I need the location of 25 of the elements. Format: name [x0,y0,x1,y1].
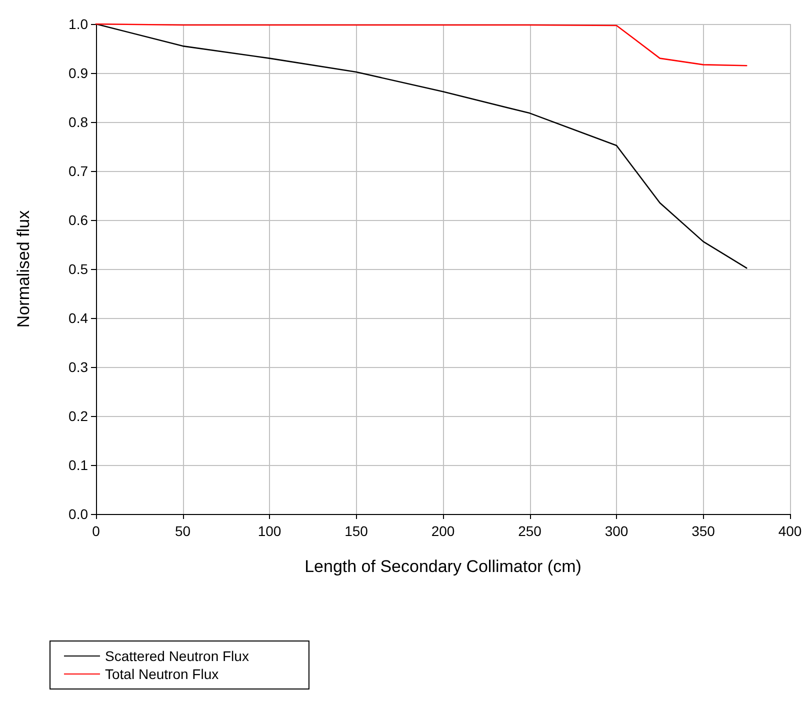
y-tick-label: 0.4 [68,310,88,326]
x-tick-label: 300 [604,523,628,539]
x-tick-label: 100 [258,523,282,539]
y-tick-label: 0.7 [68,163,88,179]
x-tick-label: 0 [92,523,100,539]
x-tick-label: 250 [518,523,542,539]
y-tick-label: 0.1 [68,457,88,473]
y-axis-title: Normalised flux [14,210,33,328]
x-tick-label: 150 [344,523,368,539]
y-tick-label: 0.5 [68,261,88,277]
x-tick-label: 50 [174,523,191,539]
x-tick-label: 400 [778,523,802,539]
y-tick-label: 0.0 [68,506,88,522]
legend-label: Scattered Neutron Flux [105,648,249,664]
y-tick-label: 0.3 [68,359,88,375]
y-tick-label: 1.0 [68,16,88,32]
legend-label: Total Neutron Flux [105,666,219,682]
x-axis-title: Length of Secondary Collimator (cm) [304,557,582,576]
line-series [95,23,748,66]
y-tick-label: 0.8 [68,114,88,130]
y-tick-label: 0.9 [68,65,88,81]
y-tick-label: 0.6 [68,212,88,228]
x-tick-label: 200 [431,523,455,539]
y-tick-label: 0.2 [68,408,88,424]
x-tick-label: 350 [692,523,716,539]
